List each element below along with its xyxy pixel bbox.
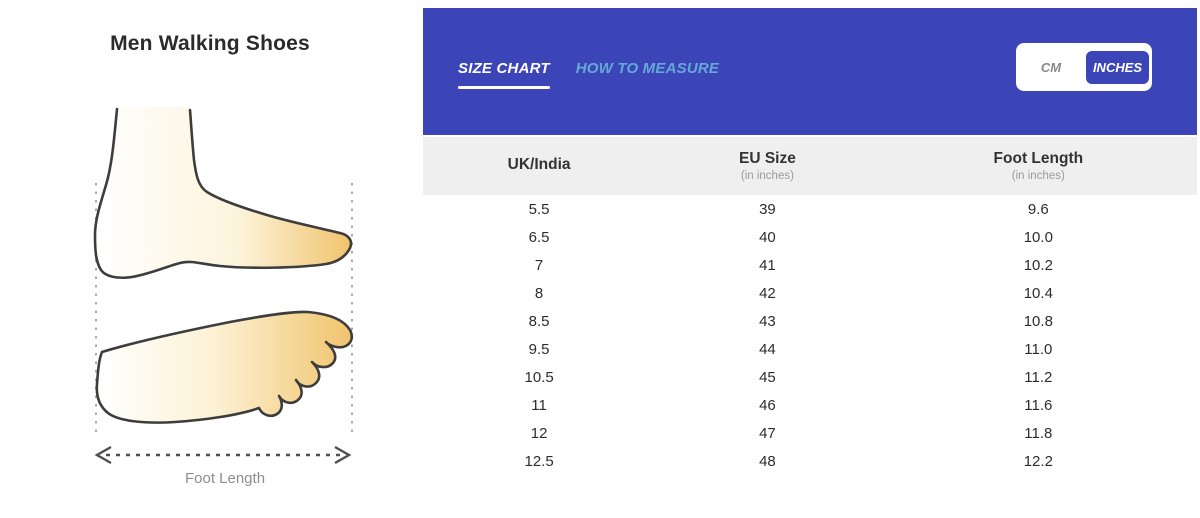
column-subheader — [423, 176, 655, 177]
size-table: UK/India EU Size (in inches) Foot Length… — [423, 137, 1197, 475]
table-cell: 6.5 — [528, 228, 550, 246]
active-tab-underline — [458, 86, 550, 89]
tab-how-to-measure-label: HOW TO MEASURE — [575, 60, 720, 77]
foot-side-view — [95, 107, 351, 278]
tab-how-to-measure[interactable]: HOW TO MEASURE — [576, 60, 719, 89]
table-cell: 43 — [759, 312, 776, 330]
table-row: 8.5 43 10.8 — [423, 307, 1197, 335]
table-row: 5.5 39 9.6 — [423, 195, 1197, 223]
table-cell: 12 — [530, 424, 548, 442]
table-cell: 46 — [759, 396, 776, 414]
table-cell: 11.2 — [1024, 368, 1053, 386]
foot-length-label: Foot Length — [184, 470, 266, 487]
table-cell: 44 — [759, 340, 776, 358]
table-row: 12 47 11.8 — [423, 419, 1197, 447]
table-cell: 12.2 — [1023, 452, 1053, 470]
table-cell: 10.5 — [524, 368, 554, 386]
column-header-eu-size: EU Size (in inches) — [655, 137, 879, 195]
page-title: Men Walking Shoes — [110, 32, 310, 55]
table-row: 9.5 44 11.0 — [423, 335, 1197, 363]
table-row: 11 46 11.6 — [423, 391, 1197, 419]
table-row: 8 42 10.4 — [423, 279, 1197, 307]
table-cell: 39 — [759, 200, 776, 218]
table-row: 6.5 40 10.0 — [423, 223, 1197, 251]
size-chart-panel: SIZE CHART HOW TO MEASURE CM INCHES UK/I… — [423, 0, 1197, 518]
table-cell: 10.4 — [1023, 284, 1053, 302]
table-cell: 48 — [759, 452, 776, 470]
size-chart-header: SIZE CHART HOW TO MEASURE CM INCHES — [423, 8, 1197, 135]
table-cell: 5.5 — [528, 200, 550, 218]
illustration-panel: Men Walking Shoes — [0, 0, 420, 518]
foot-length-arrow — [94, 445, 352, 465]
table-cell: 41 — [759, 256, 776, 274]
column-subheader: (in inches) — [740, 170, 794, 182]
table-cell: 9.5 — [528, 340, 550, 358]
table-cell: 47 — [759, 424, 776, 442]
foot-top-view — [95, 310, 354, 424]
size-table-header: UK/India EU Size (in inches) Foot Length… — [423, 137, 1197, 195]
table-row: 7 41 10.2 — [423, 251, 1197, 279]
tab-size-chart-label: SIZE CHART — [458, 60, 550, 77]
column-subheader: (in inches) — [1011, 170, 1065, 182]
table-cell: 8.5 — [528, 312, 550, 330]
table-cell: 10.0 — [1023, 228, 1053, 246]
table-cell: 40 — [759, 228, 776, 246]
table-cell: 42 — [759, 284, 776, 302]
foot-illustration — [93, 107, 354, 465]
table-cell: 9.6 — [1027, 200, 1049, 218]
tab-bar: SIZE CHART HOW TO MEASURE — [458, 60, 719, 89]
table-cell: 10.2 — [1023, 256, 1053, 274]
table-cell: 11 — [531, 396, 547, 414]
unit-option-cm[interactable]: CM — [1040, 59, 1062, 75]
unit-option-inches[interactable]: INCHES — [1086, 50, 1149, 84]
table-cell: 8 — [534, 284, 544, 302]
tab-size-chart[interactable]: SIZE CHART — [458, 60, 550, 89]
column-header-uk-india: UK/India — [423, 137, 655, 195]
column-header-foot-length: Foot Length (in inches) — [880, 137, 1197, 195]
table-cell: 10.8 — [1023, 312, 1053, 330]
size-table-body: 5.5 39 9.6 6.5 40 10.0 7 41 10.2 8 42 10.4 8.5 43 10.8… — [423, 195, 1197, 475]
table-row: 12.5 48 12.2 — [423, 447, 1197, 475]
table-row: 10.5 45 11.2 — [423, 363, 1197, 391]
table-cell: 11.8 — [1024, 424, 1053, 442]
table-cell: 12.5 — [524, 452, 554, 470]
table-cell: 11.0 — [1024, 340, 1053, 358]
table-cell: 45 — [759, 368, 776, 386]
table-cell: 11.6 — [1024, 396, 1053, 414]
table-cell: 7 — [534, 256, 544, 274]
unit-toggle[interactable]: CM INCHES — [1016, 43, 1152, 91]
